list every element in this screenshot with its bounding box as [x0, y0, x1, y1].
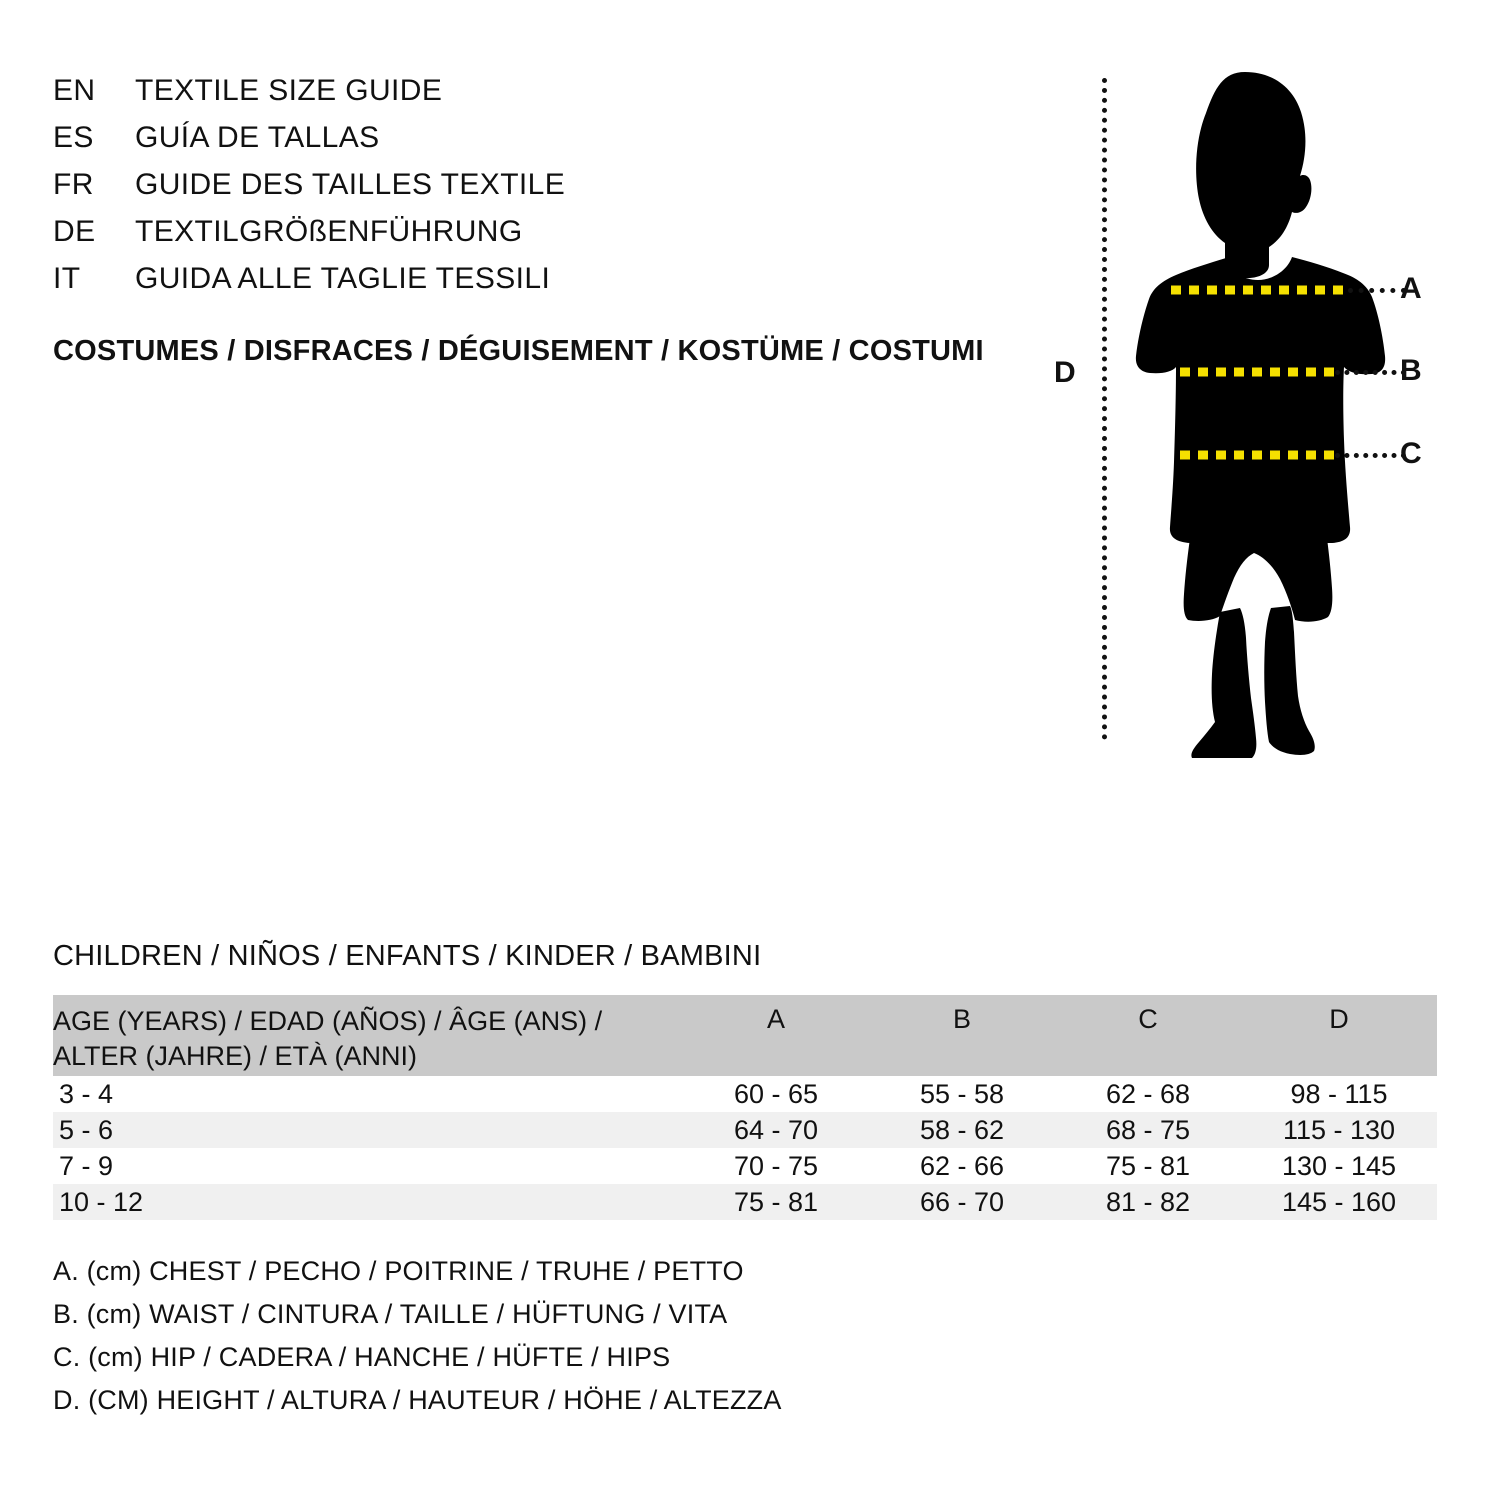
language-code-de: DE: [53, 215, 96, 248]
language-code-es: ES: [53, 121, 94, 154]
measure-label-c: C: [1400, 437, 1422, 470]
legend-row-d: D. (CM) HEIGHT / ALTURA / HAUTEUR / HÖHE…: [53, 1385, 782, 1415]
cell-waist: 58 - 62: [919, 1114, 1005, 1145]
product-category-line: COSTUMES / DISFRACES / DÉGUISEMENT / KOS…: [53, 335, 984, 367]
height-reference-line: [1102, 78, 1107, 740]
language-text-fr: GUIDE DES TAILLES TEXTILE: [135, 168, 566, 201]
language-row-es: ES GUÍA DE TALLAS: [53, 121, 565, 168]
cell-age: 7 - 9: [59, 1150, 114, 1181]
table-row: 3 - 4 60 - 65 55 - 58 62 - 68 98 - 115: [53, 1076, 1437, 1112]
table-row: 7 - 9 70 - 75 62 - 66 75 - 81 130 - 145: [53, 1148, 1437, 1184]
column-header-age: AGE (YEARS) / EDAD (AÑOS) / ÂGE (ANS) / …: [53, 995, 683, 1076]
language-row-en: EN TEXTILE SIZE GUIDE: [53, 74, 565, 121]
cell-chest: 75 - 81: [733, 1186, 819, 1217]
cell-age: 5 - 6: [59, 1114, 114, 1145]
leader-line-c: [1335, 453, 1406, 458]
cell-chest: 64 - 70: [733, 1114, 819, 1145]
measurement-figure: D A B C: [1040, 60, 1480, 760]
language-title-block: EN TEXTILE SIZE GUIDE ES GUÍA DE TALLAS …: [53, 74, 565, 309]
cell-height: 145 - 160: [1281, 1186, 1397, 1217]
cell-hip: 81 - 82: [1105, 1186, 1191, 1217]
cell-height: 98 - 115: [1290, 1078, 1388, 1109]
language-row-de: DE TEXTILGRÖßENFÜHRUNG: [53, 215, 565, 262]
measure-label-b: B: [1400, 354, 1422, 387]
legend-row-a: A. (cm) CHEST / PECHO / POITRINE / TRUHE…: [53, 1256, 744, 1286]
cell-waist: 66 - 70: [919, 1186, 1005, 1217]
cell-hip: 62 - 68: [1105, 1078, 1191, 1109]
column-header-a: A: [766, 1004, 785, 1034]
cell-height: 130 - 145: [1281, 1150, 1397, 1181]
language-text-de: TEXTILGRÖßENFÜHRUNG: [135, 215, 523, 248]
cell-age: 3 - 4: [59, 1078, 114, 1109]
cell-waist: 62 - 66: [919, 1150, 1005, 1181]
language-row-it: IT GUIDA ALLE TAGLIE TESSILI: [53, 262, 565, 309]
leader-line-b: [1335, 370, 1406, 375]
language-row-fr: FR GUIDE DES TAILLES TEXTILE: [53, 168, 565, 215]
table-row: 5 - 6 64 - 70 58 - 62 68 - 75 115 - 130: [53, 1112, 1437, 1148]
cell-waist: 55 - 58: [919, 1078, 1005, 1109]
language-text-en: TEXTILE SIZE GUIDE: [135, 74, 443, 107]
child-silhouette-icon: [1135, 72, 1386, 758]
leader-line-a: [1348, 288, 1406, 293]
table-section-title: CHILDREN / NIÑOS / ENFANTS / KINDER / BA…: [53, 940, 762, 972]
language-code-it: IT: [53, 262, 81, 295]
language-code-fr: FR: [53, 168, 94, 201]
age-header-line-1: AGE (YEARS) / EDAD (AÑOS) / ÂGE (ANS) /: [53, 1006, 603, 1036]
age-header-line-2: ALTER (JAHRE) / ETÀ (ANNI): [53, 1040, 418, 1071]
language-text-es: GUÍA DE TALLAS: [135, 121, 380, 154]
cell-height: 115 - 130: [1282, 1114, 1396, 1145]
measurement-legend: A. (cm) CHEST / PECHO / POITRINE / TRUHE…: [53, 1250, 782, 1422]
legend-row-b: B. (cm) WAIST / CINTURA / TAILLE / HÜFTU…: [53, 1299, 728, 1329]
measure-label-a: A: [1400, 272, 1422, 305]
column-header-d: D: [1329, 1004, 1349, 1034]
cell-hip: 68 - 75: [1105, 1114, 1191, 1145]
cell-chest: 70 - 75: [733, 1150, 819, 1181]
size-chart-table: AGE (YEARS) / EDAD (AÑOS) / ÂGE (ANS) / …: [53, 995, 1437, 1220]
table-header-row: AGE (YEARS) / EDAD (AÑOS) / ÂGE (ANS) / …: [53, 995, 1437, 1076]
column-header-c: C: [1138, 1004, 1158, 1034]
cell-hip: 75 - 81: [1105, 1150, 1191, 1181]
language-text-it: GUIDA ALLE TAGLIE TESSILI: [135, 262, 551, 295]
cell-age: 10 - 12: [59, 1186, 144, 1217]
table-row: 10 - 12 75 - 81 66 - 70 81 - 82 145 - 16…: [53, 1184, 1437, 1220]
column-header-b: B: [952, 1004, 971, 1034]
cell-chest: 60 - 65: [733, 1078, 819, 1109]
measure-label-d: D: [1054, 356, 1076, 389]
legend-row-c: C. (cm) HIP / CADERA / HANCHE / HÜFTE / …: [53, 1342, 671, 1372]
language-code-en: EN: [53, 74, 96, 107]
